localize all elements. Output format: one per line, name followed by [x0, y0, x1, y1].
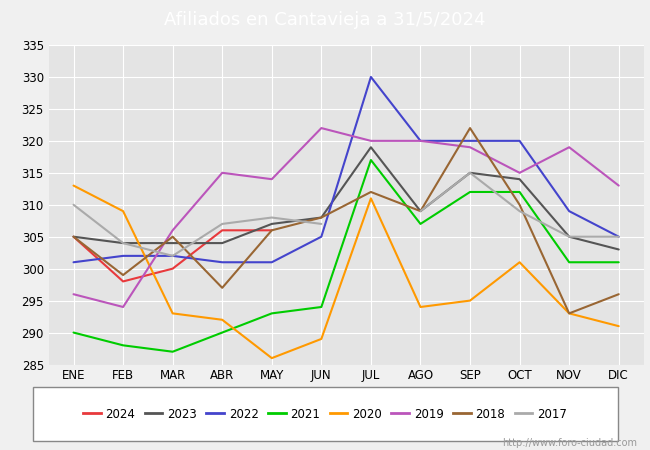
FancyBboxPatch shape — [32, 387, 617, 441]
Text: http://www.foro-ciudad.com: http://www.foro-ciudad.com — [502, 438, 637, 448]
Legend: 2024, 2023, 2022, 2021, 2020, 2019, 2018, 2017: 2024, 2023, 2022, 2021, 2020, 2019, 2018… — [78, 403, 572, 425]
Text: Afiliados en Cantavieja a 31/5/2024: Afiliados en Cantavieja a 31/5/2024 — [164, 11, 486, 29]
